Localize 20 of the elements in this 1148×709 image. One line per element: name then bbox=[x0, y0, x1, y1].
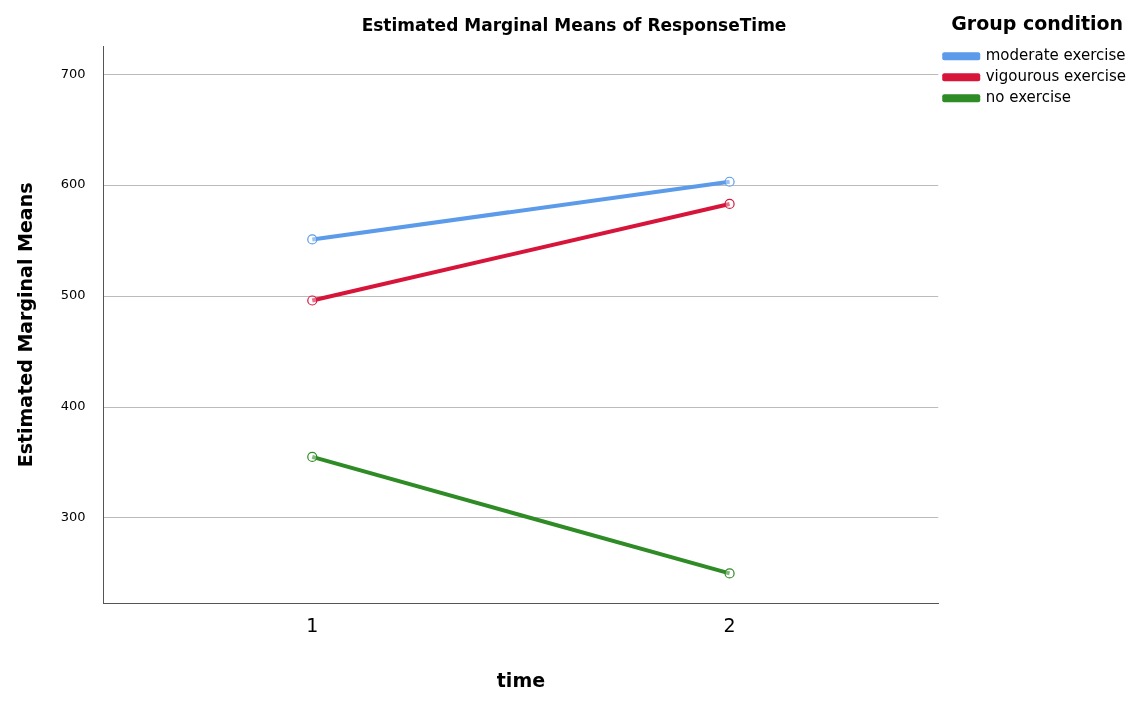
x-tick-label: 2 bbox=[723, 613, 736, 636]
legend-label: no exercise bbox=[985, 88, 1072, 107]
y-tick-label: 600 bbox=[60, 176, 86, 192]
legend-label: moderate exercise bbox=[985, 46, 1126, 65]
y-tick-label: 700 bbox=[60, 65, 86, 81]
y-tick-label: 300 bbox=[60, 509, 86, 525]
point bbox=[724, 568, 735, 579]
chart-title: Estimated Marginal Means of ResponseTime bbox=[361, 14, 787, 35]
x-tick-label: 1 bbox=[306, 613, 319, 636]
point bbox=[724, 176, 735, 187]
point bbox=[724, 198, 735, 210]
legend-label: vigourous exercise bbox=[985, 67, 1127, 86]
point bbox=[307, 234, 318, 245]
point bbox=[307, 451, 318, 463]
x-axis-title: time bbox=[496, 668, 546, 691]
y-tick-label: 500 bbox=[60, 287, 86, 303]
y-axis-title: Estimated Marginal Means bbox=[14, 182, 37, 468]
point bbox=[307, 295, 318, 306]
legend-title: Group condition bbox=[951, 12, 1124, 35]
y-tick-label: 400 bbox=[60, 398, 86, 414]
